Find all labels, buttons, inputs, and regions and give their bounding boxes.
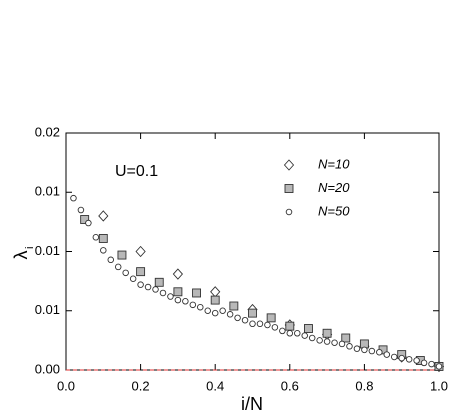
circle-marker bbox=[189, 301, 197, 309]
y-axis-label-main: λ bbox=[11, 251, 31, 260]
circle-marker bbox=[294, 330, 301, 337]
circle-marker bbox=[353, 345, 361, 352]
circle-marker bbox=[211, 309, 219, 317]
diamond-marker bbox=[283, 159, 295, 171]
circle-marker bbox=[129, 275, 137, 283]
legend-label: N=10 bbox=[318, 156, 350, 171]
square-marker bbox=[117, 250, 127, 260]
circle-marker bbox=[174, 296, 182, 304]
legend-label: N=20 bbox=[318, 180, 350, 195]
circle-marker bbox=[107, 256, 115, 264]
circle-marker bbox=[204, 307, 211, 315]
circle-marker bbox=[182, 298, 189, 305]
square-marker bbox=[284, 184, 294, 193]
x-tick-label: 0.6 bbox=[281, 378, 299, 393]
diamond-marker bbox=[210, 286, 221, 298]
y-tick-label: 0.01 bbox=[35, 243, 60, 258]
circle-marker bbox=[383, 351, 391, 358]
square-marker bbox=[173, 287, 183, 297]
square-marker bbox=[266, 313, 276, 323]
y-axis-label: λ i bbox=[11, 247, 36, 260]
circle-marker bbox=[413, 357, 420, 364]
circle-marker bbox=[316, 337, 323, 344]
circle-marker bbox=[100, 247, 107, 254]
diamond-marker bbox=[135, 245, 146, 258]
circle-marker bbox=[368, 347, 376, 355]
circle-marker bbox=[159, 289, 167, 297]
circle-marker bbox=[226, 311, 234, 318]
x-tick-label: 0.8 bbox=[355, 378, 373, 393]
square-marker bbox=[154, 277, 164, 287]
circle-marker bbox=[338, 340, 346, 348]
circle-marker bbox=[167, 293, 174, 300]
diamond-marker bbox=[172, 268, 184, 280]
circle-marker bbox=[234, 314, 241, 322]
diamond-marker bbox=[98, 210, 109, 222]
circle-marker bbox=[85, 219, 92, 227]
square-marker bbox=[285, 321, 295, 331]
square-marker bbox=[248, 308, 257, 318]
x-tick-label: 0.2 bbox=[132, 378, 150, 393]
square-marker bbox=[192, 288, 202, 298]
circle-marker bbox=[376, 348, 383, 356]
circle-marker bbox=[308, 334, 316, 342]
circle-marker bbox=[152, 286, 159, 293]
circle-marker bbox=[241, 316, 249, 324]
x-axis-label: i/N bbox=[241, 394, 263, 414]
circle-marker bbox=[256, 320, 264, 328]
circle-marker bbox=[114, 263, 122, 271]
x-tick-label: 0.0 bbox=[57, 378, 75, 393]
circle-marker bbox=[285, 208, 293, 216]
circle-marker bbox=[405, 356, 413, 363]
circle-marker bbox=[301, 332, 308, 339]
square-marker bbox=[80, 215, 90, 224]
circle-marker bbox=[137, 281, 144, 288]
legend-label: N=50 bbox=[318, 203, 350, 218]
x-tick-label: 1.0 bbox=[430, 378, 448, 393]
circle-marker bbox=[435, 363, 443, 370]
square-marker bbox=[98, 234, 108, 243]
y-tick-label: 0.00 bbox=[35, 361, 60, 376]
circle-marker bbox=[144, 283, 152, 291]
y-axis-label-sub: i bbox=[24, 247, 36, 249]
circle-marker bbox=[361, 346, 368, 354]
square-marker bbox=[210, 295, 220, 305]
circle-marker bbox=[279, 327, 286, 335]
x-tick-label: 0.4 bbox=[206, 378, 224, 393]
circle-marker bbox=[323, 338, 331, 345]
circle-marker bbox=[390, 353, 398, 361]
square-marker bbox=[229, 301, 239, 311]
circle-marker bbox=[219, 307, 226, 315]
circle-marker bbox=[70, 194, 77, 202]
circle-marker bbox=[271, 324, 279, 331]
y-tick-label: 0.02 bbox=[35, 124, 60, 139]
circle-marker bbox=[77, 206, 85, 214]
circle-marker bbox=[428, 360, 435, 368]
circle-marker bbox=[420, 359, 428, 367]
circle-marker bbox=[197, 303, 204, 311]
y-tick-label: 0.01 bbox=[35, 302, 60, 317]
square-marker bbox=[304, 324, 313, 333]
circle-marker bbox=[122, 269, 129, 277]
circle-marker bbox=[286, 330, 294, 337]
circle-marker bbox=[92, 234, 100, 241]
square-marker bbox=[136, 267, 146, 277]
circle-marker bbox=[398, 354, 405, 362]
annotation: U=0.1 bbox=[115, 163, 158, 180]
circle-marker bbox=[264, 321, 271, 329]
circle-marker bbox=[346, 343, 353, 350]
circle-marker bbox=[331, 339, 338, 346]
square-marker bbox=[322, 328, 332, 338]
circle-marker bbox=[249, 320, 256, 328]
square-marker bbox=[341, 333, 351, 343]
y-tick-label: 0.01 bbox=[35, 184, 60, 199]
